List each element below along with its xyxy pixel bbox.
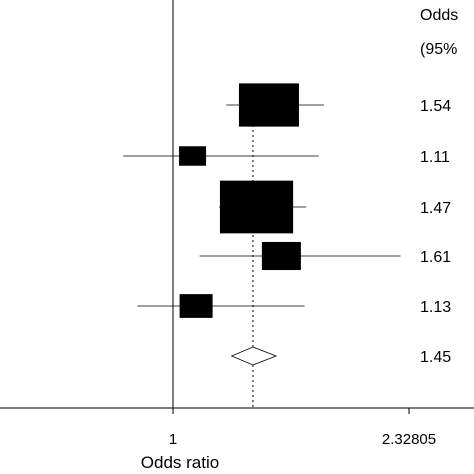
weight-box-4 bbox=[261, 241, 301, 271]
or-label-4: 1.61 bbox=[420, 249, 451, 266]
or-label-1: 1.54 bbox=[420, 98, 451, 115]
x-tick-label-2: 2.32805 bbox=[382, 431, 436, 448]
weight-box-3 bbox=[219, 180, 294, 234]
study-row-3 bbox=[219, 180, 307, 234]
pooled-or-label: 1.45 bbox=[420, 349, 451, 366]
header-line-1: Odds bbox=[420, 7, 458, 24]
x-tick-label-1: 1 bbox=[169, 431, 177, 448]
or-label-2: 1.11 bbox=[420, 149, 450, 166]
weight-box-2 bbox=[179, 146, 207, 166]
or-label-5: 1.13 bbox=[420, 299, 451, 316]
or-label-3: 1.47 bbox=[420, 200, 451, 217]
study-row-1 bbox=[226, 83, 325, 127]
header-line-2: (95% bbox=[420, 41, 457, 58]
x-axis-title: Odds ratio bbox=[141, 453, 219, 472]
weight-box-1 bbox=[238, 83, 299, 127]
study-row-5 bbox=[137, 294, 305, 318]
study-row-4 bbox=[199, 241, 401, 271]
pooled-diamond bbox=[230, 346, 278, 366]
study-row-2 bbox=[123, 146, 319, 166]
weight-box-5 bbox=[179, 294, 213, 318]
